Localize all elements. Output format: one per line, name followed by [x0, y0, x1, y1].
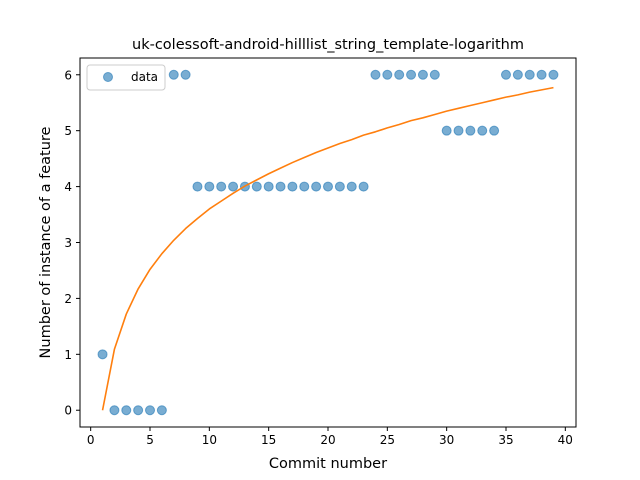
data-point: [311, 181, 322, 192]
data-point: [536, 69, 547, 80]
y-tick-label: 5: [64, 124, 72, 138]
data-point: [417, 69, 428, 80]
x-tick-label: 0: [87, 433, 95, 447]
x-tick-label: 10: [202, 433, 217, 447]
y-tick-label: 1: [64, 348, 72, 362]
data-point: [346, 181, 357, 192]
plot-marks: [97, 69, 559, 416]
y-tick-label: 0: [64, 404, 72, 418]
data-point: [287, 181, 298, 192]
y-tick-label: 6: [64, 68, 72, 82]
y-tick-label: 4: [64, 180, 72, 194]
data-point: [500, 69, 511, 80]
data-point: [251, 181, 262, 192]
data-point: [382, 69, 393, 80]
y-axis-label: Number of instance of a feature: [38, 126, 54, 358]
data-point: [168, 69, 179, 80]
data-point: [370, 69, 381, 80]
data-point: [548, 69, 559, 80]
data-point: [156, 405, 167, 416]
data-point: [465, 125, 476, 136]
data-point: [180, 69, 191, 80]
data-point: [429, 69, 440, 80]
data-point: [453, 125, 464, 136]
data-point: [524, 69, 535, 80]
x-tick-label: 20: [320, 433, 335, 447]
data-point: [216, 181, 227, 192]
x-tick-label: 15: [261, 433, 276, 447]
data-point: [121, 405, 132, 416]
axis-ticks: 0 5 10 15 20 25 30 35 40 0 1 2 3 4 5 6: [64, 68, 573, 447]
data-point: [394, 69, 405, 80]
legend: data: [86, 64, 166, 91]
data-point: [145, 405, 156, 416]
data-point: [441, 125, 452, 136]
chart-title: uk-colessoft-android-hilllist_string_tem…: [132, 37, 524, 53]
x-tick-label: 5: [146, 433, 154, 447]
data-point: [489, 125, 500, 136]
data-point: [97, 349, 108, 360]
data-point: [228, 181, 239, 192]
fit-line: [101, 86, 554, 411]
x-tick-label: 25: [380, 433, 395, 447]
y-tick-label: 3: [64, 236, 72, 250]
data-point: [204, 181, 215, 192]
data-point: [477, 125, 488, 136]
y-tick-label: 2: [64, 292, 72, 306]
data-point: [275, 181, 286, 192]
data-point: [334, 181, 345, 192]
data-point: [263, 181, 274, 192]
data-point: [192, 181, 203, 192]
legend-label-data: data: [131, 70, 158, 84]
data-point: [133, 405, 144, 416]
plot-frame: [79, 57, 577, 428]
legend-box: [86, 64, 166, 91]
data-point: [323, 181, 333, 192]
x-axis-label: Commit number: [269, 456, 387, 472]
data-point: [109, 405, 120, 416]
x-tick-label: 35: [498, 433, 513, 447]
x-tick-label: 30: [439, 433, 454, 447]
data-point: [512, 69, 523, 80]
legend-marker-data: [103, 72, 113, 82]
data-point: [358, 181, 369, 192]
data-point: [406, 69, 417, 80]
data-point: [299, 181, 310, 192]
x-tick-label: 40: [558, 433, 573, 447]
